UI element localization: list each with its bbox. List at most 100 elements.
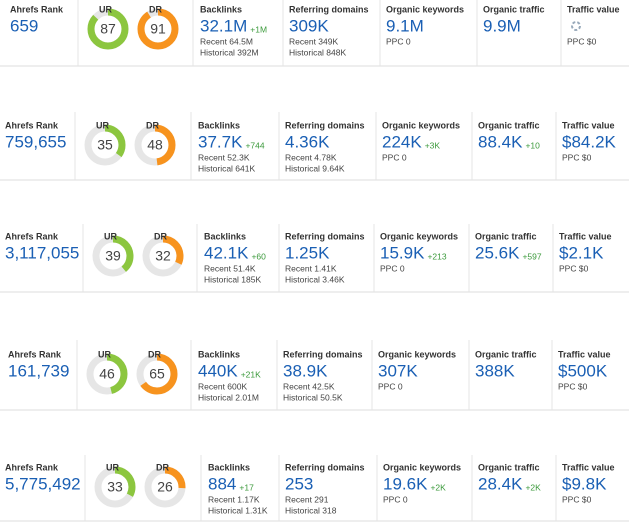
backlinks-value: 32.1M — [200, 16, 247, 35]
column-label: Organic keywords — [382, 120, 460, 130]
gauge-label: UR — [96, 120, 109, 130]
gauge-arc — [142, 235, 184, 277]
backlinks-value: 37.7K — [198, 132, 243, 151]
column-label: Ahrefs Rank — [10, 4, 64, 14]
referring-domains-value: 309K — [289, 16, 329, 35]
referring-domains-recent: Recent 4.78K — [285, 152, 337, 162]
traffic-value-ppc: PPC $0 — [559, 263, 589, 273]
organic-keywords-value: 15.9K — [380, 243, 425, 262]
referring-domains-value: 1.25K — [285, 243, 330, 262]
column-label: Referring domains — [285, 231, 365, 241]
column-label: Organic keywords — [383, 462, 461, 472]
gauge-label: UR — [99, 4, 112, 14]
organic-keywords-ppc: PPC 0 — [378, 381, 403, 391]
organic-traffic-value: 25.6K — [475, 243, 520, 262]
gauge-value: 39 — [105, 248, 121, 264]
gauge-label: DR — [146, 120, 159, 130]
column-label: Organic traffic — [478, 120, 540, 130]
organic-traffic-value: 388K — [475, 361, 515, 380]
referring-domains-historical: Historical 3.46K — [285, 274, 345, 284]
referring-domains-historical: Historical 9.64K — [285, 163, 345, 173]
delta: +597 — [522, 251, 541, 261]
gauge-arc — [86, 353, 128, 395]
gauge-label: UR — [106, 462, 119, 472]
gauge-arc — [134, 124, 176, 166]
referring-domains-recent: Recent 349K — [289, 36, 338, 46]
gauge-value: 48 — [147, 137, 163, 153]
delta: +10 — [525, 140, 540, 150]
delta: +213 — [427, 251, 446, 261]
gauge-value: 65 — [149, 366, 165, 382]
column-label: Organic traffic — [483, 4, 545, 14]
column-label: Traffic value — [559, 231, 612, 241]
column-label: Backlinks — [198, 349, 240, 359]
referring-domains-historical: Historical 848K — [289, 47, 346, 57]
backlinks-recent: Recent 64.5M — [200, 36, 253, 46]
column-label: Backlinks — [204, 231, 246, 241]
column-label: Organic traffic — [478, 462, 540, 472]
column-label: Backlinks — [200, 4, 242, 14]
organic-keywords-ppc: PPC 0 — [382, 152, 407, 162]
referring-domains-value: 4.36K — [285, 132, 330, 151]
column-label: Backlinks — [208, 462, 250, 472]
ahrefs-rank: 659 — [10, 16, 38, 35]
gauge-value: 33 — [107, 479, 123, 495]
column-label: Ahrefs Rank — [5, 462, 59, 472]
backlinks-historical: Historical 641K — [198, 163, 255, 173]
column-label: Traffic value — [567, 4, 620, 14]
backlinks-value: 440K — [198, 361, 238, 380]
referring-domains-value: 253 — [285, 474, 313, 493]
backlinks-value: 884 — [208, 474, 236, 493]
gauge-arc — [92, 235, 134, 277]
organic-traffic-value: 9.9M — [483, 16, 521, 35]
gauge-value: 26 — [157, 479, 173, 495]
gauge-value: 35 — [97, 137, 113, 153]
delta: +21K — [241, 369, 261, 379]
organic-keywords-value: 19.6K — [383, 474, 428, 493]
backlinks-historical: Historical 2.01M — [198, 392, 259, 402]
gauge-value: 32 — [155, 248, 171, 264]
gauge-arc — [87, 8, 129, 50]
column-label: Ahrefs Rank — [8, 349, 62, 359]
gauge-label: DR — [156, 462, 169, 472]
ahrefs-rank: 3,117,055 — [5, 243, 79, 262]
organic-keywords-value: 9.1M — [386, 16, 424, 35]
gauge-arc — [94, 466, 136, 508]
gauge-label: DR — [154, 231, 167, 241]
delta: +2K — [430, 482, 446, 492]
organic-keywords-ppc: PPC 0 — [383, 494, 408, 504]
column-label: Referring domains — [285, 120, 365, 130]
referring-domains-value: 38.9K — [283, 361, 328, 380]
traffic-value: $9.8K — [562, 474, 607, 493]
traffic-value-ppc: PPC $0 — [562, 152, 592, 162]
gauge-value: 46 — [99, 366, 115, 382]
backlinks-historical: Historical 1.31K — [208, 505, 268, 515]
organic-keywords-ppc: PPC 0 — [386, 36, 411, 46]
column-label: Organic traffic — [475, 231, 537, 241]
traffic-value-ppc: PPC $0 — [562, 494, 592, 504]
column-label: Referring domains — [283, 349, 363, 359]
column-label: Organic keywords — [386, 4, 464, 14]
referring-domains-recent: Recent 42.5K — [283, 381, 335, 391]
backlinks-recent: Recent 52.3K — [198, 152, 250, 162]
delta: +17 — [239, 482, 254, 492]
delta: +1M — [250, 24, 267, 34]
backlinks-historical: Historical 185K — [204, 274, 261, 284]
traffic-value: $500K — [558, 361, 608, 380]
column-label: Organic traffic — [475, 349, 537, 359]
organic-traffic-value: 88.4K — [478, 132, 523, 151]
backlinks-recent: Recent 1.17K — [208, 494, 260, 504]
referring-domains-historical: Historical 318 — [285, 505, 337, 515]
gauge-label: UR — [98, 349, 111, 359]
loading-spinner — [571, 21, 581, 31]
backlinks-recent: Recent 51.4K — [204, 263, 256, 273]
traffic-value: $84.2K — [562, 132, 617, 151]
gauge-label: DR — [149, 4, 162, 14]
column-label: Backlinks — [198, 120, 240, 130]
column-label: Traffic value — [558, 349, 611, 359]
referring-domains-recent: Recent 1.41K — [285, 263, 337, 273]
delta: +3K — [425, 140, 441, 150]
column-label: Referring domains — [289, 4, 369, 14]
traffic-value: $2.1K — [559, 243, 604, 262]
